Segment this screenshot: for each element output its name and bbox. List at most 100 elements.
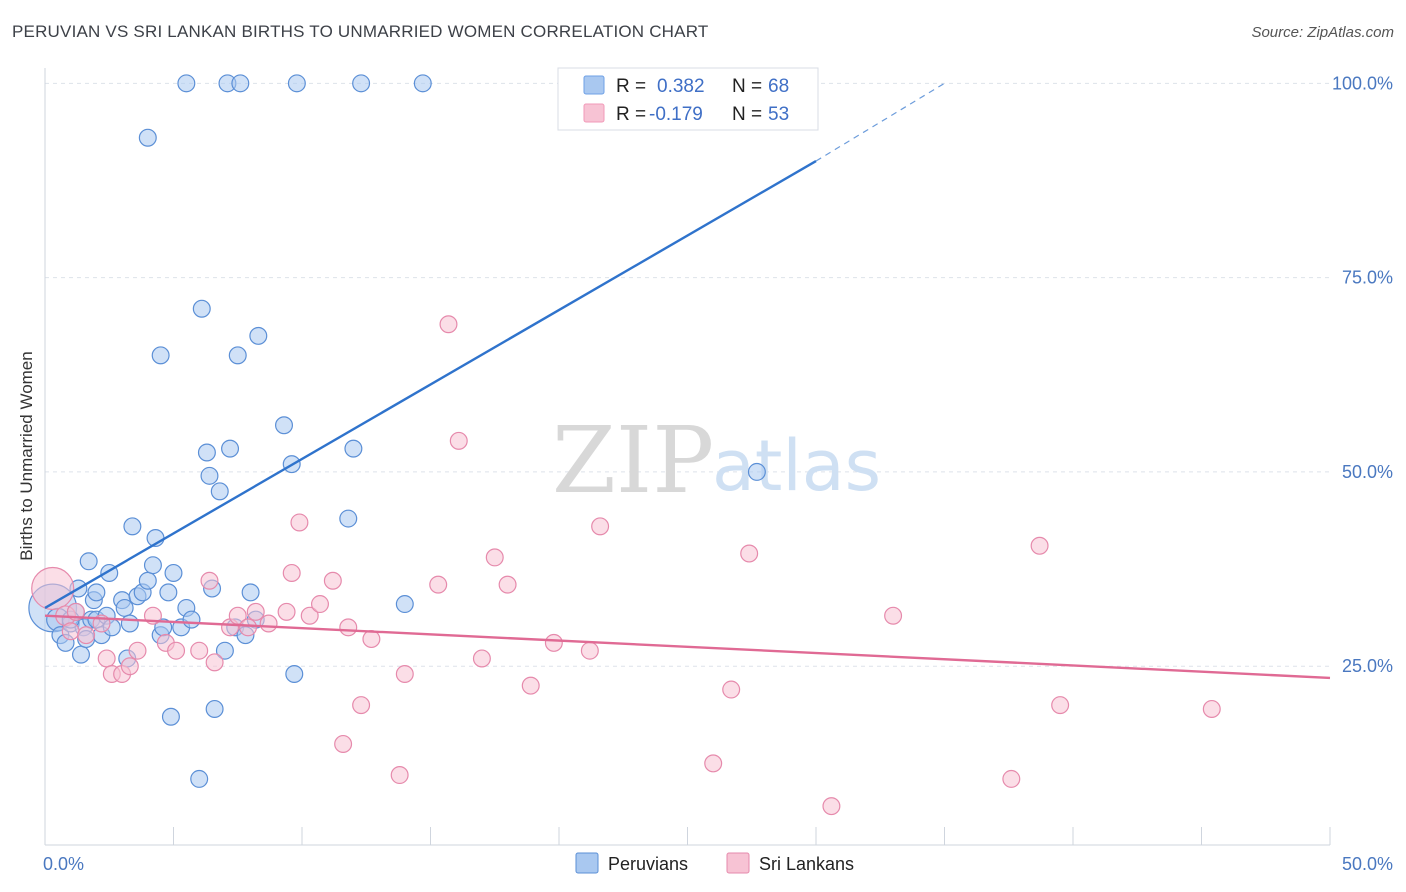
legend-srilankans-swatch <box>583 103 605 123</box>
peruvians-point-49 <box>249 326 268 345</box>
legend-bottom: Peruvians Sri Lankans <box>575 852 854 874</box>
srilankans-point-33 <box>395 665 414 684</box>
peruvians-point-58 <box>151 346 170 365</box>
peruvians-point-37 <box>197 443 216 462</box>
srilankans-point-23 <box>282 563 301 582</box>
watermark-zip: ZIP <box>552 407 714 514</box>
srilankans-point-26 <box>310 595 329 614</box>
peruvians-point-45 <box>228 346 247 365</box>
srilankans-point-51 <box>1051 696 1070 715</box>
srilankans-point-21 <box>259 614 278 633</box>
peruvians-point-25 <box>143 556 162 575</box>
srilankans-point-28 <box>334 734 353 753</box>
srilankans-point-40 <box>521 676 540 695</box>
peruvians-point-57 <box>138 128 157 147</box>
srilankans-point-34 <box>429 575 448 594</box>
srilankans-point-41 <box>544 633 563 652</box>
peruvians-point-67 <box>120 614 139 633</box>
srilankans-point-0 <box>31 566 75 611</box>
axis-layer <box>44 68 1331 846</box>
peruvians-point-50 <box>275 416 294 435</box>
peruvians-point-56 <box>747 462 766 481</box>
srilankans-point-22 <box>277 602 296 621</box>
srilankans-point-35 <box>439 315 458 334</box>
grid-layer <box>45 82 1330 667</box>
peruvians-point-34 <box>182 610 201 629</box>
peruvians-point-61 <box>231 74 250 93</box>
peruvians-point-31 <box>164 563 183 582</box>
peruvians-point-29 <box>159 583 178 602</box>
srilankans-point-37 <box>472 649 491 668</box>
srilankans-point-29 <box>339 618 358 637</box>
legend-srilankans-r-label: R = <box>616 104 646 125</box>
srilankans-point-10 <box>128 641 147 660</box>
legend-bottom-peruvians-label: Peruvians <box>608 854 688 874</box>
watermark-atlas: atlas <box>712 425 881 507</box>
srilankans-point-32 <box>390 766 409 785</box>
peruvians-point-43 <box>221 439 240 458</box>
peruvians-point-62 <box>287 74 306 93</box>
srilankans-point-25 <box>300 606 319 625</box>
legend-srilankans-r-value: -0.179 <box>649 104 703 125</box>
srilankans-point-39 <box>498 575 517 594</box>
legend-bottom-srilankans-swatch <box>726 852 750 874</box>
peruvians-trend-extension <box>815 82 945 162</box>
legend-top: R = 0.382 N = 68 R = -0.179 N = 53 <box>557 67 819 131</box>
peruvians-point-52 <box>285 665 304 684</box>
peruvians-point-41 <box>210 482 229 501</box>
legend-peruvians-n-label: N = <box>732 76 762 97</box>
peruvians-point-47 <box>241 583 260 602</box>
srilankans-point-48 <box>884 606 903 625</box>
peruvians-point-35 <box>190 769 209 788</box>
y-tick-label-0: 25.0% <box>1342 656 1393 676</box>
peruvians-point-54 <box>344 439 363 458</box>
srilankans-point-46 <box>740 544 759 563</box>
x-tick-label-0: 0.0% <box>43 854 84 874</box>
srilankans-point-14 <box>190 641 209 660</box>
srilankans-point-15 <box>200 571 219 590</box>
peruvians-point-40 <box>205 699 224 718</box>
legend-srilankans-n-label: N = <box>732 104 762 125</box>
x-tick-labels: 0.0% 50.0% <box>43 854 1393 874</box>
srilankans-point-42 <box>580 641 599 660</box>
legend-bottom-peruvians-swatch <box>575 852 599 874</box>
srilankans-point-16 <box>205 653 224 672</box>
x-tick-label-1: 50.0% <box>1342 854 1393 874</box>
peruvians-point-38 <box>200 466 219 485</box>
legend-peruvians-r-label: R = <box>616 76 646 97</box>
legend-srilankans-n-value: 53 <box>768 104 789 125</box>
y-tick-labels: 25.0% 50.0% 75.0% 100.0% <box>1332 73 1393 676</box>
peruvians-point-65 <box>87 583 106 602</box>
y-tick-label-2: 75.0% <box>1342 268 1393 288</box>
srilankans-point-27 <box>323 571 342 590</box>
srilankans-point-38 <box>485 548 504 567</box>
peruvians-point-63 <box>352 74 371 93</box>
peruvians-point-64 <box>413 74 432 93</box>
srilankans-point-52 <box>1202 699 1221 718</box>
srilankans-point-19 <box>239 618 258 637</box>
y-tick-label-3: 100.0% <box>1332 73 1393 93</box>
srilankans-point-30 <box>352 696 371 715</box>
peruvians-point-7 <box>71 645 90 664</box>
peruvians-point-42 <box>215 641 234 660</box>
legend-bottom-srilankans-label: Sri Lankans <box>759 854 854 874</box>
chart-source: Source: ZipAtlas.com <box>1251 24 1394 41</box>
srilankans-point-49 <box>1002 769 1021 788</box>
srilankans-point-6 <box>97 649 116 668</box>
peruvians-point-19 <box>115 598 134 617</box>
srilankans-point-24 <box>290 513 309 532</box>
peruvians-point-36 <box>192 299 211 318</box>
peruvians-point-30 <box>161 707 180 726</box>
y-axis-label: Births to Unmarried Women <box>17 351 36 560</box>
srilankans-point-20 <box>246 602 265 621</box>
peruvians-point-55 <box>395 595 414 614</box>
srilankans-point-4 <box>77 626 96 645</box>
srilankans-point-43 <box>591 517 610 536</box>
peruvians-point-53 <box>339 509 358 528</box>
legend-peruvians-n-value: 68 <box>768 76 789 97</box>
srilankans-point-36 <box>449 431 468 450</box>
legend-peruvians-swatch <box>583 75 605 95</box>
srilankans-points <box>31 315 1221 816</box>
srilankans-point-45 <box>722 680 741 699</box>
